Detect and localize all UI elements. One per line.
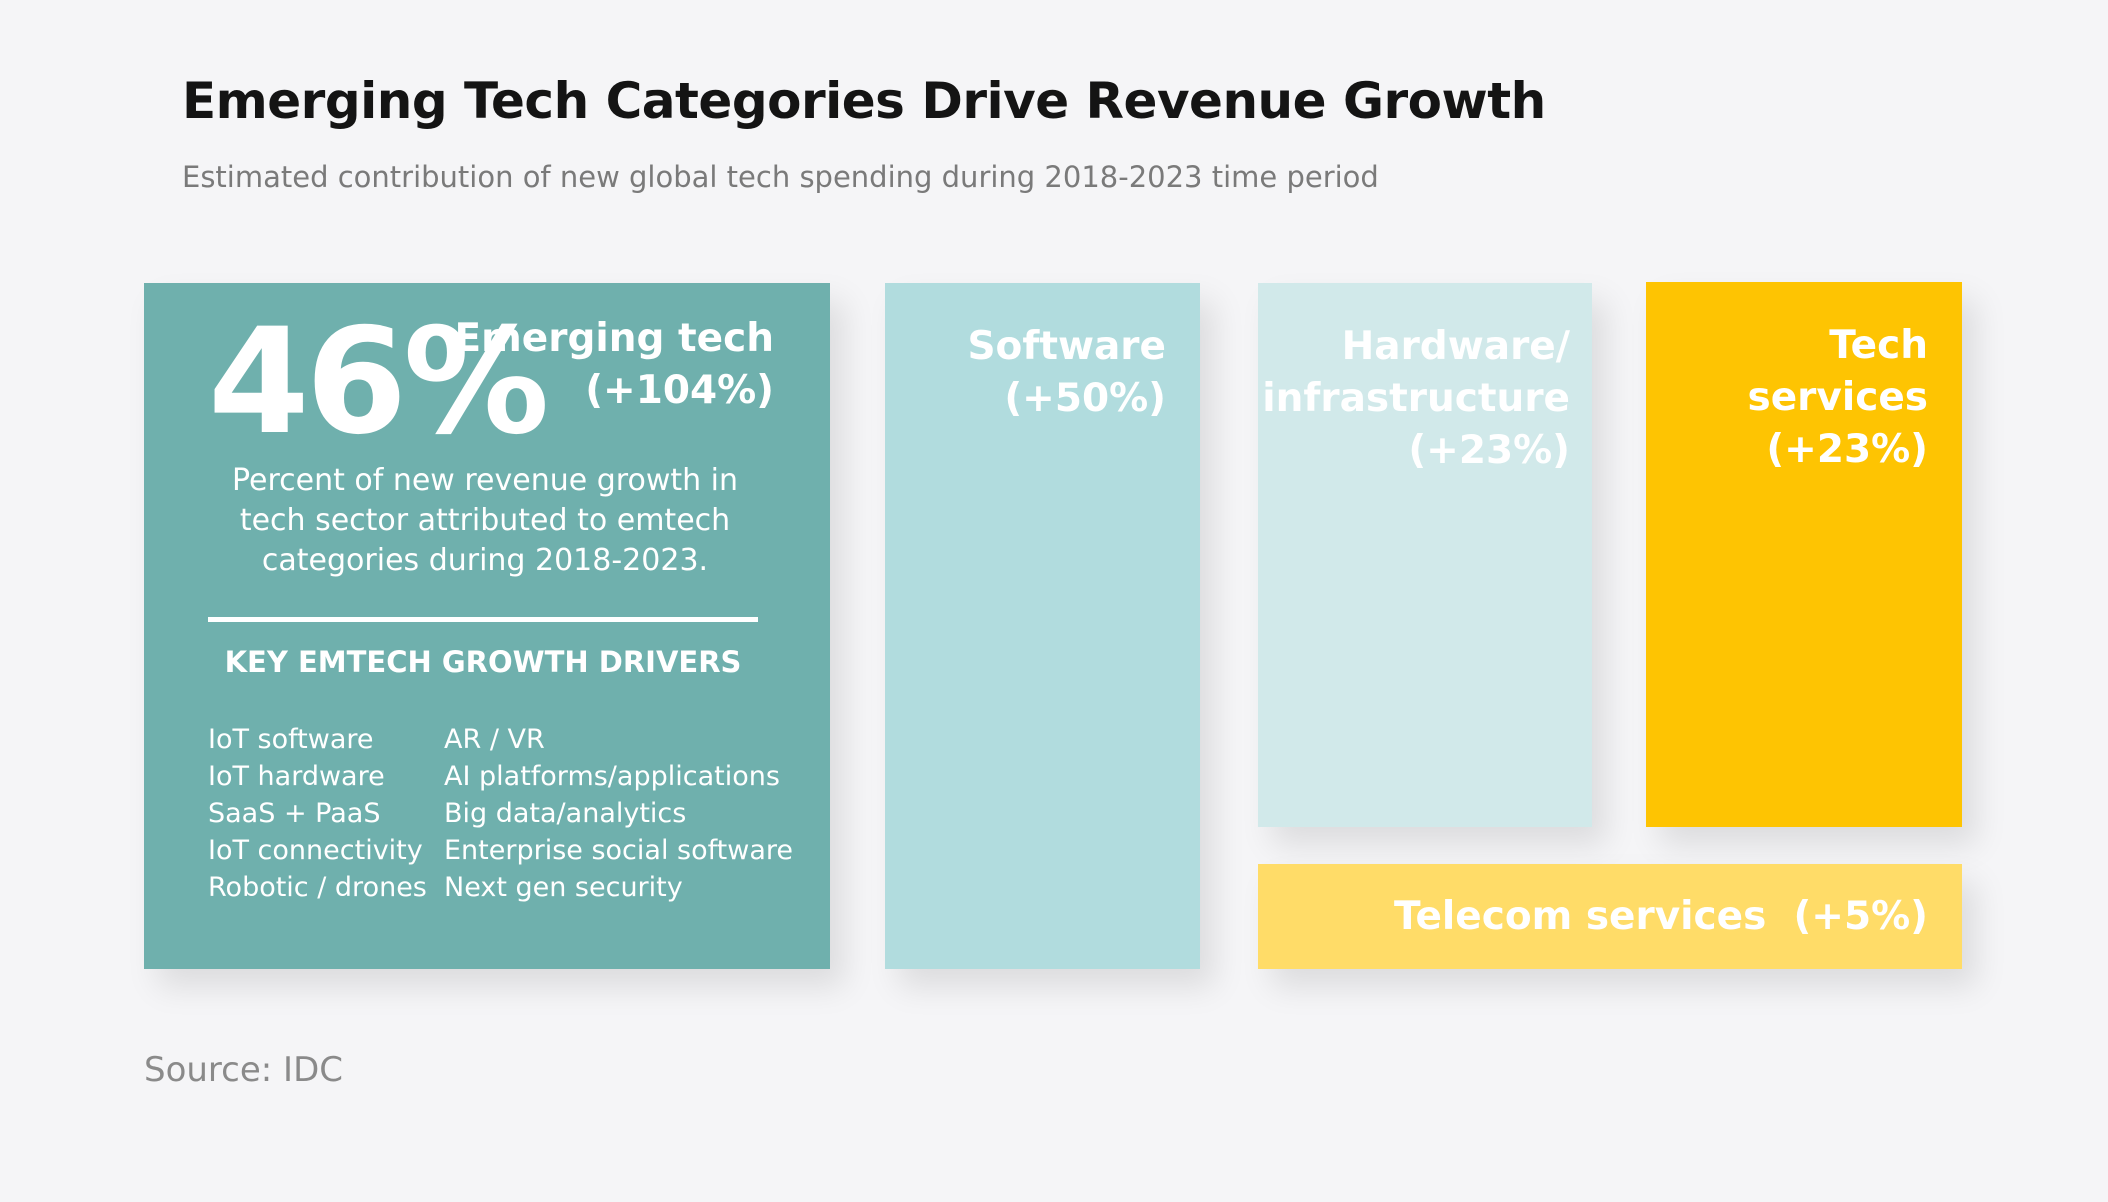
chart-subtitle: Estimated contribution of new global tec… — [182, 160, 1379, 194]
tile-label-telecom: Telecom services (+5%) — [1394, 864, 1928, 969]
tile-tech-services: Tech services (+23%) — [1646, 282, 1962, 827]
driver-item: IoT hardware — [208, 761, 385, 792]
drivers-column-1: IoT software IoT hardware SaaS + PaaS Io… — [208, 721, 427, 906]
tile-telecom-services: Telecom services (+5%) — [1258, 864, 1962, 969]
tile-label-line: (+23%) — [1766, 427, 1928, 472]
driver-item: IoT connectivity — [208, 835, 423, 866]
tile-label-line: (+104%) — [585, 368, 774, 413]
tile-label-line: Tech services — [1747, 323, 1928, 420]
drivers-heading: KEY EMTECH GROWTH DRIVERS — [224, 645, 742, 679]
tile-software: Software (+50%) — [885, 283, 1200, 969]
tile-hardware-infrastructure: Hardware/ infrastructure (+23%) — [1258, 283, 1592, 827]
tile-label-line: Software — [967, 324, 1166, 369]
tile-label-line: Emerging tech — [454, 316, 774, 361]
tile-label-software: Software (+50%) — [967, 321, 1166, 425]
tile-label-emerging-tech: Emerging tech (+104%) — [455, 313, 774, 417]
tile-label-tech-services: Tech services (+23%) — [1646, 320, 1928, 476]
source-note: Source: IDC — [144, 1050, 343, 1090]
divider — [208, 617, 758, 622]
tile-label-line: infrastructure — [1262, 376, 1570, 421]
chart-title: Emerging Tech Categories Drive Revenue G… — [182, 72, 1546, 130]
driver-item: SaaS + PaaS — [208, 798, 381, 829]
tile-label-line: (+23%) — [1408, 428, 1570, 473]
driver-item: AI platforms/applications — [444, 761, 780, 792]
driver-item: IoT software — [208, 724, 374, 755]
driver-item: Enterprise social software — [444, 835, 793, 866]
driver-item: Robotic / drones — [208, 872, 427, 903]
tile-emerging-tech: 46% Emerging tech (+104%) Percent of new… — [144, 283, 830, 969]
driver-item: Next gen security — [444, 872, 683, 903]
highlight-description: Percent of new revenue growth in tech se… — [231, 463, 739, 578]
driver-item: AR / VR — [444, 724, 545, 755]
tile-label-line: Hardware/ — [1341, 324, 1570, 369]
tile-label-line: Telecom services (+5%) — [1394, 894, 1928, 939]
tile-label-hardware: Hardware/ infrastructure (+23%) — [1262, 321, 1570, 477]
tile-label-line: (+50%) — [1004, 376, 1166, 421]
drivers-column-2: AR / VR AI platforms/applications Big da… — [444, 721, 793, 906]
highlight-percent: 46% — [208, 297, 549, 467]
driver-item: Big data/analytics — [444, 798, 687, 829]
